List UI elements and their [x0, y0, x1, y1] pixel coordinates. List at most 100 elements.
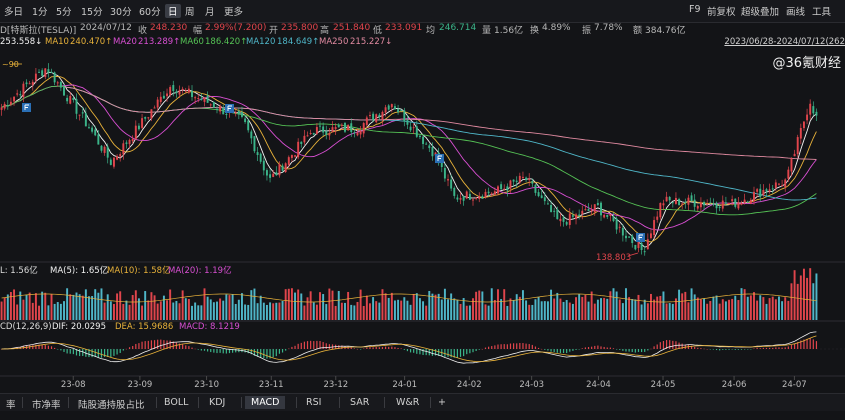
- volume-bar: [796, 283, 799, 320]
- tools-button[interactable]: 工具: [812, 7, 832, 18]
- candle-body: [347, 124, 350, 131]
- candle-body: [793, 153, 796, 157]
- candle-body: [137, 125, 140, 130]
- volume-bar: [768, 298, 771, 320]
- volume-bar: [540, 301, 543, 320]
- volume-bar: [440, 299, 443, 320]
- super-overlay-button[interactable]: 超级叠加: [741, 7, 780, 18]
- period-30min[interactable]: 30分: [110, 7, 132, 18]
- macd-histogram-bar: [603, 346, 605, 349]
- forward-adjust-button[interactable]: 前复权: [707, 7, 736, 18]
- macd-histogram-bar: [700, 348, 702, 349]
- tab-separator: [430, 397, 431, 408]
- candle-body: [406, 120, 409, 125]
- period-5min[interactable]: 5分: [56, 7, 72, 18]
- candle-body: [256, 152, 259, 156]
- macd-histogram-bar: [715, 349, 718, 351]
- volume-bar: [78, 294, 81, 320]
- volume-bar: [294, 292, 297, 320]
- tab-pe[interactable]: 率: [6, 400, 16, 411]
- period-week[interactable]: 周: [185, 7, 195, 18]
- tab-macd[interactable]: MACD: [245, 396, 286, 409]
- tab-boll[interactable]: BOLL: [164, 397, 189, 408]
- tab-sar[interactable]: SAR: [350, 397, 370, 408]
- macd-histogram-bar: [756, 347, 758, 349]
- candle-body: [431, 147, 434, 157]
- tab-wr[interactable]: W&R: [396, 397, 420, 408]
- macd-histogram-bar: [247, 349, 249, 354]
- candle-body: [191, 91, 193, 98]
- macd-histogram-bar: [762, 347, 764, 349]
- tab-rsi[interactable]: RSI: [306, 397, 322, 408]
- volume-bar: [447, 299, 449, 320]
- period-1min[interactable]: 1分: [32, 7, 48, 18]
- macd-histogram-bar: [191, 347, 193, 349]
- macd-histogram-bar: [175, 342, 178, 349]
- volume-bar: [334, 305, 337, 320]
- candle-body: [528, 178, 531, 181]
- candle-body: [253, 136, 256, 152]
- period-more[interactable]: 更多: [224, 7, 244, 18]
- macd-histogram-bar: [300, 342, 302, 349]
- volume-bar: [631, 299, 634, 320]
- macd-histogram-bar: [744, 349, 746, 350]
- candle-body: [281, 165, 284, 171]
- candle-body: [247, 120, 250, 131]
- volume-bar: [472, 298, 474, 320]
- period-day[interactable]: 日: [165, 4, 181, 18]
- macd-histogram-bar: [200, 349, 202, 351]
- macd-histogram-bar: [591, 346, 593, 349]
- candle-body: [3, 103, 6, 109]
- volume-bar: [262, 302, 265, 320]
- macd-histogram-bar: [453, 349, 455, 358]
- volume-bar: [653, 299, 656, 320]
- candle-body: [497, 186, 499, 194]
- volume-ma5: MA(5): 1.65亿: [50, 266, 109, 276]
- candle-body: [287, 157, 290, 165]
- candle-body: [465, 191, 468, 199]
- x-tick-label: 24-01: [392, 380, 417, 390]
- draw-line-button[interactable]: 画线: [786, 7, 806, 18]
- f9-button[interactable]: F9: [689, 4, 701, 15]
- add-tab-button[interactable]: +: [438, 397, 446, 408]
- macd-histogram-bar: [662, 341, 665, 349]
- volume-bar: [116, 293, 119, 320]
- f-marker-glyph: [638, 234, 643, 240]
- candle-body: [350, 123, 353, 133]
- tab-pb[interactable]: 市净率: [32, 400, 61, 411]
- macd-histogram-bar: [91, 349, 93, 358]
- volume-bar: [350, 304, 353, 320]
- candle-body: [81, 112, 84, 114]
- macd-histogram-bar: [94, 349, 96, 358]
- volume-bar: [112, 304, 115, 320]
- candle-body: [812, 106, 815, 114]
- macd-histogram-bar: [388, 346, 390, 349]
- date-range[interactable]: 2023/06/28-2024/07/12(262: [724, 37, 845, 47]
- volume-bar: [337, 290, 340, 320]
- tab-kdj[interactable]: KDJ: [209, 397, 226, 408]
- period-month[interactable]: 月: [205, 7, 215, 18]
- period-multiday[interactable]: 多日: [4, 7, 24, 18]
- close-value: 248.230: [150, 23, 188, 33]
- candle-body: [525, 177, 528, 181]
- f-marker-glyph: [437, 155, 442, 161]
- candle-body: [662, 203, 665, 206]
- macd-histogram-bar: [809, 338, 811, 349]
- tab-northbound[interactable]: 陆股通持股占比: [78, 400, 145, 411]
- candle-body: [259, 153, 262, 162]
- candle-body: [372, 113, 375, 121]
- volume-bar: [799, 275, 802, 320]
- volume-bar: [621, 303, 624, 320]
- candle-body: [72, 97, 75, 101]
- x-tick-label: 23-12: [323, 380, 348, 390]
- candle-body: [219, 105, 222, 112]
- macd-histogram-bar: [147, 340, 149, 349]
- period-60min[interactable]: 60分: [139, 7, 161, 18]
- volume-bar: [562, 301, 565, 320]
- candle-body: [706, 203, 709, 205]
- period-15min[interactable]: 15分: [81, 7, 103, 18]
- macd-histogram-bar: [272, 349, 274, 358]
- candle-body: [637, 242, 640, 248]
- macd-histogram-bar: [484, 347, 487, 349]
